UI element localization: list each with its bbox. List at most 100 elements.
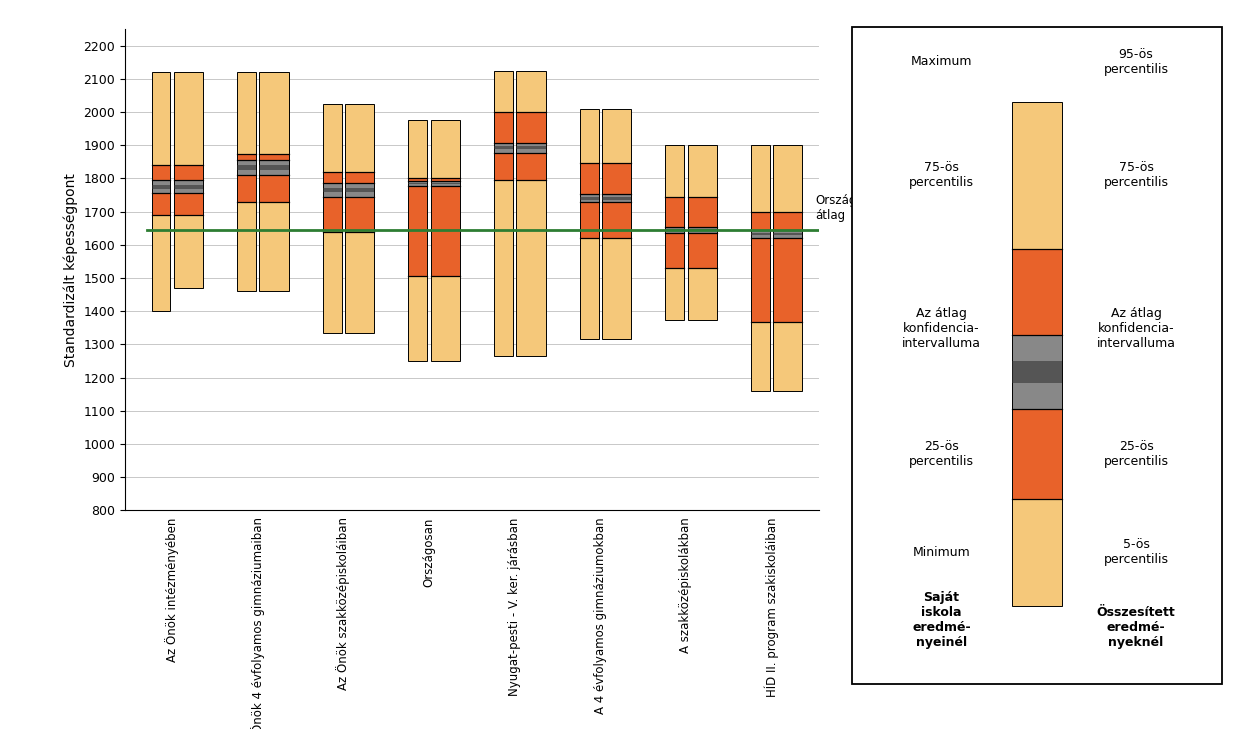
Bar: [260, 165, 289, 170]
Bar: [174, 165, 203, 180]
Bar: [238, 160, 256, 175]
Bar: [238, 72, 256, 154]
Bar: [174, 215, 203, 288]
Bar: [1013, 409, 1061, 499]
Bar: [688, 197, 716, 227]
Bar: [602, 109, 631, 163]
Bar: [580, 203, 599, 238]
Bar: [1013, 499, 1061, 606]
Bar: [602, 238, 631, 340]
Bar: [688, 233, 716, 268]
Bar: [322, 172, 341, 184]
Bar: [260, 154, 289, 160]
Bar: [151, 72, 170, 165]
Bar: [602, 197, 631, 200]
Bar: [151, 184, 170, 189]
Bar: [751, 233, 770, 235]
Bar: [774, 211, 802, 230]
Bar: [151, 165, 170, 180]
Y-axis label: Standardizált képességpont: Standardizált képességpont: [64, 173, 78, 367]
Bar: [174, 72, 203, 165]
Bar: [345, 104, 374, 172]
Bar: [1013, 102, 1061, 249]
Text: Országos
átlag: Országos átlag: [815, 194, 870, 222]
Bar: [751, 145, 770, 211]
Bar: [602, 163, 631, 195]
Text: 25-ös
percentilis: 25-ös percentilis: [1104, 440, 1169, 468]
Bar: [322, 104, 341, 172]
Text: Az átlag
konfidencia-
intervalluma: Az átlag konfidencia- intervalluma: [902, 307, 981, 350]
Bar: [322, 197, 341, 232]
Bar: [431, 179, 460, 181]
Bar: [238, 202, 256, 292]
Bar: [688, 229, 716, 231]
Bar: [774, 145, 802, 211]
Bar: [494, 71, 512, 112]
Bar: [238, 154, 256, 160]
Bar: [751, 238, 770, 321]
Bar: [665, 233, 684, 268]
Bar: [238, 175, 256, 202]
Bar: [151, 193, 170, 215]
Bar: [774, 230, 802, 238]
Text: Minimum: Minimum: [912, 546, 970, 558]
Bar: [665, 227, 684, 233]
Text: 75-ös
percentilis: 75-ös percentilis: [909, 161, 974, 190]
Text: 95-ös
percentilis: 95-ös percentilis: [1104, 48, 1169, 76]
Bar: [260, 72, 289, 154]
Bar: [494, 112, 512, 143]
Bar: [1013, 335, 1061, 409]
Bar: [494, 152, 512, 180]
Bar: [580, 197, 599, 200]
Bar: [688, 227, 716, 233]
Bar: [409, 183, 428, 184]
Bar: [174, 180, 203, 193]
Bar: [494, 146, 512, 149]
Bar: [238, 165, 256, 170]
Bar: [516, 143, 545, 152]
Bar: [174, 193, 203, 215]
Bar: [580, 195, 599, 203]
Bar: [774, 233, 802, 235]
Bar: [322, 188, 341, 192]
Bar: [516, 152, 545, 180]
Bar: [409, 276, 428, 361]
Bar: [516, 180, 545, 356]
Bar: [688, 145, 716, 197]
Bar: [345, 232, 374, 332]
Bar: [174, 184, 203, 189]
Bar: [260, 202, 289, 292]
Bar: [322, 184, 341, 197]
Bar: [774, 321, 802, 391]
Text: 75-ös
percentilis: 75-ös percentilis: [1104, 161, 1169, 190]
Bar: [751, 230, 770, 238]
Text: Maximum: Maximum: [911, 55, 972, 69]
Bar: [151, 180, 170, 193]
Bar: [409, 179, 428, 181]
Bar: [751, 321, 770, 391]
Bar: [516, 71, 545, 112]
Bar: [345, 184, 374, 197]
Bar: [409, 120, 428, 179]
Bar: [602, 203, 631, 238]
Text: Az átlag
konfidencia-
intervalluma: Az átlag konfidencia- intervalluma: [1096, 307, 1175, 350]
Bar: [516, 112, 545, 143]
Bar: [665, 145, 684, 197]
Bar: [580, 163, 599, 195]
Bar: [151, 215, 170, 311]
Text: Saját
iskola
eredmé-
nyeinél: Saját iskola eredmé- nyeinél: [912, 591, 971, 649]
Bar: [260, 175, 289, 202]
Bar: [774, 238, 802, 321]
Bar: [260, 160, 289, 175]
Bar: [431, 183, 460, 184]
Text: 5-ös
percentilis: 5-ös percentilis: [1104, 538, 1169, 566]
Bar: [688, 268, 716, 319]
Bar: [431, 276, 460, 361]
Bar: [345, 172, 374, 184]
Bar: [1013, 361, 1061, 383]
Bar: [665, 268, 684, 319]
Text: Összesített
eredmé-
nyeknél: Összesített eredmé- nyeknél: [1096, 606, 1175, 649]
Bar: [602, 195, 631, 203]
Bar: [431, 186, 460, 276]
Bar: [751, 211, 770, 230]
